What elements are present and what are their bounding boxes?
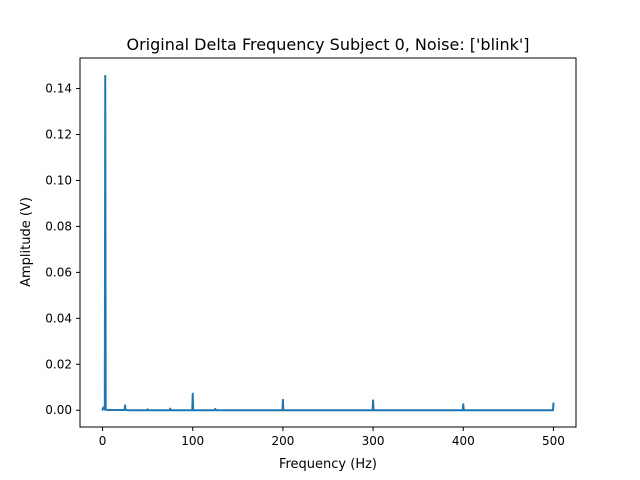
x-tick-label: 0	[99, 434, 107, 448]
y-tick-label: 0.04	[45, 311, 72, 325]
y-tick-label: 0.00	[45, 403, 72, 417]
y-tick-label: 0.06	[45, 265, 72, 279]
series-layer	[101, 74, 555, 412]
x-tick-label: 300	[362, 434, 385, 448]
y-axis: 0.00 0.02 0.04 0.06 0.08 0.10 0.12 0.14	[45, 82, 80, 417]
x-axis: 0 100 200 300 400 500	[99, 427, 565, 448]
y-axis-label: Amplitude (V)	[19, 197, 34, 287]
y-tick-label: 0.08	[45, 219, 72, 233]
x-tick-label: 500	[542, 434, 565, 448]
plot-area	[80, 58, 576, 427]
x-tick-label: 200	[271, 434, 294, 448]
x-axis-label: Frequency (Hz)	[279, 457, 377, 472]
y-tick-label: 0.12	[45, 128, 72, 142]
y-tick-label: 0.10	[45, 173, 72, 187]
series-line-0	[101, 74, 555, 412]
x-tick-label: 400	[452, 434, 475, 448]
chart-title: Original Delta Frequency Subject 0, Nois…	[126, 35, 529, 54]
y-tick-label: 0.02	[45, 357, 72, 371]
y-tick-label: 0.14	[45, 82, 72, 96]
axes-frame	[79, 57, 577, 428]
x-tick-label: 100	[181, 434, 204, 448]
